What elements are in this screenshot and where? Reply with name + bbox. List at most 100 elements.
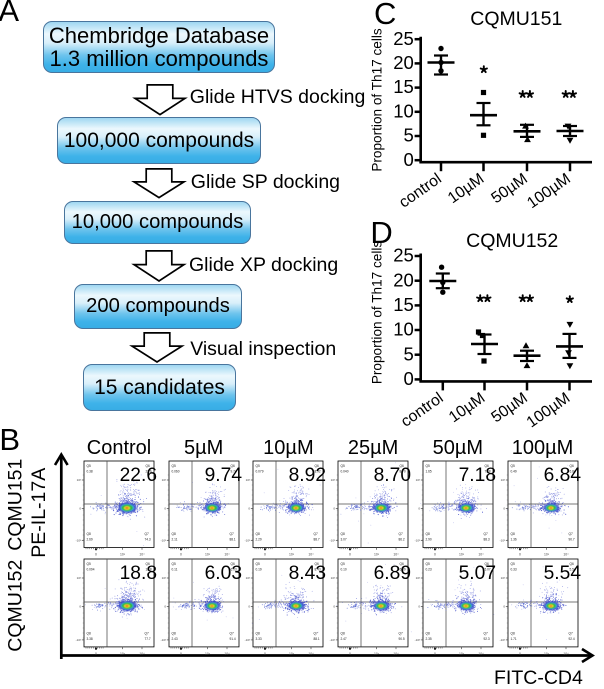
svg-text:Q7: Q7 <box>145 532 149 536</box>
svg-text:Q7: Q7 <box>399 532 403 536</box>
svg-text:Q6: Q6 <box>400 562 404 566</box>
svg-text:10³: 10³ <box>246 576 250 580</box>
svg-text:5.54: 5.54 <box>543 563 581 584</box>
svg-text:Q6: Q6 <box>315 562 319 566</box>
svg-text:5.07: 5.07 <box>484 567 490 571</box>
svg-text:Q5: Q5 <box>425 464 429 468</box>
svg-text:Q6: Q6 <box>569 464 573 468</box>
svg-text:0: 0 <box>164 507 166 511</box>
svg-text:0: 0 <box>333 604 335 608</box>
svg-text:90.5: 90.5 <box>399 636 405 640</box>
svg-text:15: 15 <box>393 76 414 97</box>
svg-text:0: 0 <box>418 507 420 511</box>
svg-text:10⁴: 10⁴ <box>139 651 145 655</box>
svg-text:0: 0 <box>95 651 97 655</box>
svg-text:-10³: -10³ <box>76 638 81 642</box>
svg-text:8.92: 8.92 <box>289 465 326 486</box>
svg-text:10³: 10³ <box>374 553 380 557</box>
svg-text:-10³: -10³ <box>245 638 250 642</box>
svg-text:10⁴: 10⁴ <box>309 651 315 655</box>
svg-text:10³: 10³ <box>161 478 165 482</box>
svg-text:10⁴: 10⁴ <box>224 553 230 557</box>
svg-text:8.92: 8.92 <box>315 470 321 474</box>
svg-text:Q5: Q5 <box>510 562 514 566</box>
svg-text:0: 0 <box>434 553 436 557</box>
svg-text:15: 15 <box>393 294 414 315</box>
svg-text:20: 20 <box>393 269 414 290</box>
svg-text:5.07: 5.07 <box>458 563 495 584</box>
svg-text:10⁴: 10⁴ <box>563 651 569 655</box>
svg-text:88.3: 88.3 <box>483 538 489 542</box>
svg-text:Q7: Q7 <box>568 532 572 536</box>
svg-text:2.43: 2.43 <box>171 636 177 640</box>
svg-text:2.69: 2.69 <box>87 538 93 542</box>
svg-text:Q5: Q5 <box>341 562 345 566</box>
svg-text:10µM: 10µM <box>445 170 487 207</box>
svg-text:10³: 10³ <box>544 553 550 557</box>
svg-text:Q8: Q8 <box>510 631 514 635</box>
svg-text:Q7: Q7 <box>229 532 233 536</box>
svg-text:7.18: 7.18 <box>484 470 490 474</box>
svg-text:1.36: 1.36 <box>510 538 516 542</box>
svg-text:2.29: 2.29 <box>256 538 262 542</box>
svg-text:6.89: 6.89 <box>400 567 406 571</box>
svg-text:10³: 10³ <box>246 478 250 482</box>
svg-text:Q8: Q8 <box>425 532 429 536</box>
svg-text:0: 0 <box>264 553 266 557</box>
svg-text:8.70: 8.70 <box>400 470 406 474</box>
svg-text:Q5: Q5 <box>171 562 175 566</box>
svg-text:50µM: 50µM <box>488 170 530 207</box>
svg-text:-10³: -10³ <box>330 638 335 642</box>
svg-text:10³: 10³ <box>331 576 335 580</box>
svg-text:0: 0 <box>333 507 335 511</box>
svg-text:10³: 10³ <box>77 478 81 482</box>
svg-text:22.6: 22.6 <box>120 465 157 486</box>
svg-text:6.84: 6.84 <box>569 470 575 474</box>
svg-text:-10³: -10³ <box>160 638 165 642</box>
svg-text:Q5: Q5 <box>87 562 91 566</box>
svg-text:3.38: 3.38 <box>87 636 93 640</box>
svg-text:Q5: Q5 <box>171 464 175 468</box>
svg-text:0.079: 0.079 <box>256 470 264 474</box>
svg-text:0.23: 0.23 <box>425 567 431 571</box>
svg-text:92.4: 92.4 <box>568 636 574 640</box>
svg-text:1.71: 1.71 <box>510 636 516 640</box>
svg-text:10³: 10³ <box>331 478 335 482</box>
svg-text:0: 0 <box>519 553 521 557</box>
svg-text:0.094: 0.094 <box>87 567 95 571</box>
svg-text:18.8: 18.8 <box>146 567 152 571</box>
svg-text:10: 10 <box>393 100 414 121</box>
svg-text:22.6: 22.6 <box>146 470 152 474</box>
svg-text:Q5: Q5 <box>87 464 91 468</box>
svg-text:9.74: 9.74 <box>230 470 236 474</box>
svg-text:Q8: Q8 <box>425 631 429 635</box>
svg-text:0.060: 0.060 <box>171 470 179 474</box>
svg-text:Q6: Q6 <box>484 464 488 468</box>
svg-text:-10³: -10³ <box>76 539 81 543</box>
svg-text:Q8: Q8 <box>171 532 175 536</box>
svg-text:88.1: 88.1 <box>314 636 320 640</box>
svg-text:90.7: 90.7 <box>568 538 574 542</box>
svg-text:Proportion of Th17 cells: Proportion of Th17 cells <box>370 28 385 172</box>
svg-text:10³: 10³ <box>500 576 504 580</box>
svg-text:20: 20 <box>393 52 414 73</box>
svg-text:Q5: Q5 <box>341 464 345 468</box>
svg-text:92.3: 92.3 <box>483 636 489 640</box>
svg-text:-10³: -10³ <box>499 638 504 642</box>
svg-text:2.90: 2.90 <box>425 538 431 542</box>
svg-text:10³: 10³ <box>120 651 126 655</box>
svg-text:8.43: 8.43 <box>315 567 321 571</box>
svg-text:10³: 10³ <box>120 553 126 557</box>
svg-text:0: 0 <box>503 604 505 608</box>
svg-text:0: 0 <box>434 651 436 655</box>
svg-text:Q8: Q8 <box>256 532 260 536</box>
svg-text:10: 10 <box>393 319 414 340</box>
svg-text:5: 5 <box>404 125 414 146</box>
svg-text:6.03: 6.03 <box>230 567 236 571</box>
svg-text:0: 0 <box>249 507 251 511</box>
svg-text:-10³: -10³ <box>330 539 335 543</box>
svg-text:10⁴: 10⁴ <box>478 553 484 557</box>
svg-text:8.70: 8.70 <box>374 465 411 486</box>
svg-text:86.2: 86.2 <box>399 538 405 542</box>
svg-text:Q8: Q8 <box>341 532 345 536</box>
